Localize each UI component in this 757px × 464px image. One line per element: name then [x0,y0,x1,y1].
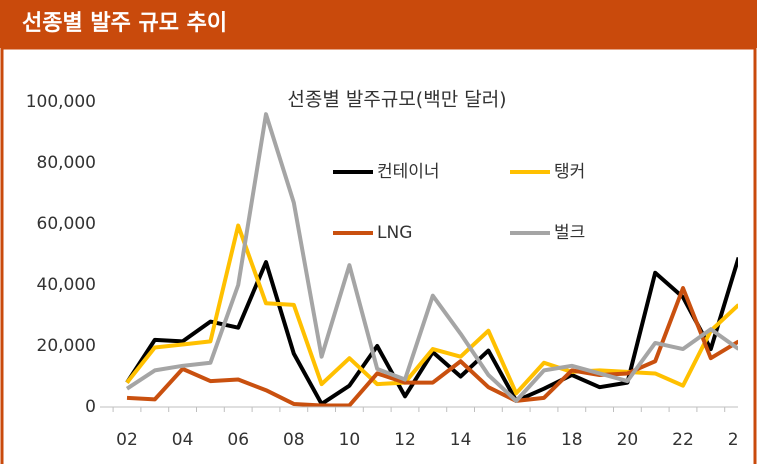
chart-title: 선종별 발주규모(백만 달러) [287,89,506,111]
frame [0,46,757,464]
series-line [125,223,738,396]
x-tick-label: 06 [227,430,249,450]
y-tick-label: 80,000 [37,153,96,173]
legend-label: LNG [377,223,412,243]
x-tick-label: 16 [505,430,527,450]
x-tick-label: 22 [672,430,694,450]
y-tick-label: 0 [85,397,96,417]
x-tick-label: 14 [450,430,472,450]
x-tick-label: 04 [172,430,194,450]
x-tick-label: 20 [617,430,639,450]
x-tick-label: 08 [283,430,305,450]
y-tick-label: 40,000 [37,275,96,295]
y-tick-label: 60,000 [37,214,96,234]
x-tick-label: 18 [561,430,583,450]
y-tick-label: 100,000 [26,92,96,112]
series-line [125,112,738,403]
y-tick-label: 20,000 [37,336,96,356]
x-tick-label: 10 [339,430,361,450]
x-tick-label: 24 [728,430,750,450]
legend-label: 벌크 [554,223,585,243]
x-tick-label: 02 [116,430,138,450]
x-tick-label: 12 [394,430,416,450]
legend-label: 컨테이너 [377,162,440,182]
legend-label: 탱커 [554,162,585,182]
header-title: 선종별 발주 규모 추이 [0,0,757,48]
